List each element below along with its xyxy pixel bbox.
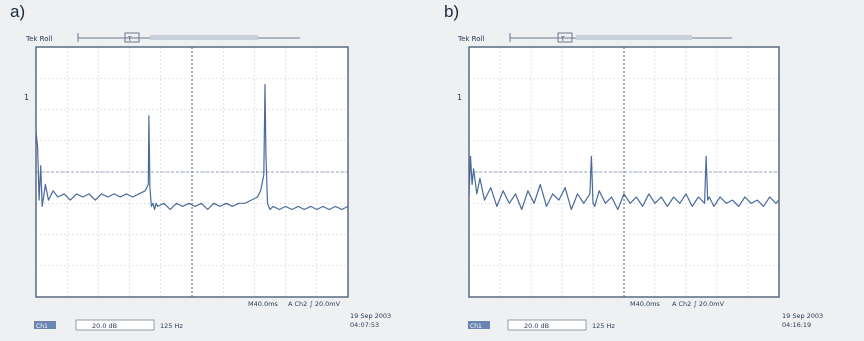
capture-date: 19 Sep 2003 bbox=[782, 312, 823, 320]
trigger-marker: T bbox=[127, 36, 132, 43]
ch1-badge bbox=[34, 321, 56, 329]
ch1-badge bbox=[468, 321, 490, 329]
horizontal-readout: M40.0ms bbox=[248, 300, 278, 308]
scope-panel-b: b) Tek Roll T 1 M40.0ms A Ch2 ∫ 20.0mV C… bbox=[432, 0, 852, 341]
volts-div: 20.0 dB bbox=[524, 322, 549, 330]
trigger-readout: A Ch2 ∫ 20.0mV bbox=[288, 300, 341, 308]
capture-time: 04:07:53 bbox=[350, 321, 379, 329]
capture-date: 19 Sep 2003 bbox=[350, 312, 391, 320]
scope-screen: Tek Roll T 1 M40.0ms A Ch2 ∫ 20.0mV Ch1 … bbox=[24, 32, 391, 331]
channel-marker: 1 bbox=[24, 93, 29, 102]
ch1-badge-label: Ch1 bbox=[36, 323, 48, 330]
plot-area bbox=[35, 46, 349, 298]
record-window bbox=[576, 35, 692, 40]
trace-line-0 bbox=[468, 155, 780, 211]
capture-time: 04:16:19 bbox=[782, 321, 811, 329]
volts-div-box bbox=[75, 319, 155, 331]
frequency-readout: 125 Hz bbox=[160, 322, 183, 330]
panel-label: b) bbox=[444, 2, 460, 21]
channel-marker: 1 bbox=[457, 93, 462, 102]
volts-div-box bbox=[507, 319, 587, 331]
plot-area bbox=[468, 46, 780, 298]
trigger-box bbox=[124, 32, 140, 43]
record-window bbox=[150, 35, 258, 40]
scope-panel-a: a) Tek Roll T 1 M40.0ms A Ch2 ∫ 20.0mV C… bbox=[0, 0, 420, 341]
frequency-readout: 125 Hz bbox=[592, 322, 615, 330]
trace-line-0 bbox=[35, 83, 349, 211]
panel-label: a) bbox=[10, 2, 26, 21]
trigger-marker: T bbox=[560, 36, 565, 43]
trigger-box bbox=[557, 32, 573, 43]
ch1-badge-label: Ch1 bbox=[470, 323, 482, 330]
scope-screen: Tek Roll T 1 M40.0ms A Ch2 ∫ 20.0mV Ch1 … bbox=[457, 32, 823, 331]
plot-frame bbox=[468, 46, 780, 298]
plot-frame bbox=[35, 46, 349, 298]
horizontal-readout: M40.0ms bbox=[630, 300, 660, 308]
trigger-readout: A Ch2 ∫ 20.0mV bbox=[672, 300, 725, 308]
header-status: Tek Roll bbox=[457, 35, 484, 43]
header-status: Tek Roll bbox=[25, 35, 52, 43]
volts-div: 20.0 dB bbox=[92, 322, 117, 330]
